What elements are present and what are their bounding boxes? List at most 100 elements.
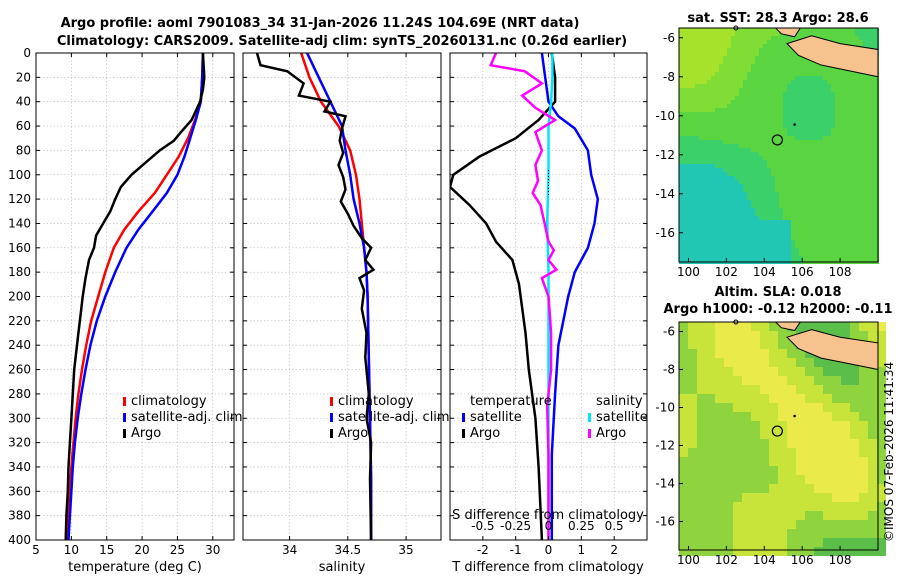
- map-cell: [687, 224, 691, 228]
- map-cell: [735, 108, 739, 112]
- map-cell: [799, 68, 803, 72]
- map-cell: [843, 80, 847, 84]
- map-cell: [687, 52, 691, 56]
- map-cell: [791, 60, 795, 64]
- map-cell: [843, 128, 847, 132]
- map-cell: [850, 502, 859, 511]
- map-cell: [783, 148, 787, 152]
- map-cell: [847, 164, 851, 168]
- map-cell: [843, 164, 847, 168]
- map-cell: [687, 28, 691, 32]
- map-cell: [791, 168, 795, 172]
- map-cell: [875, 188, 879, 192]
- map-cell: [751, 349, 760, 358]
- map-cell: [742, 502, 751, 511]
- map-cell: [799, 64, 803, 68]
- map-cell: [703, 148, 707, 152]
- map-cell: [771, 28, 775, 32]
- map-cell: [843, 244, 847, 248]
- map-cell: [791, 240, 795, 244]
- map-cell: [683, 224, 687, 228]
- map-cell: [688, 466, 697, 475]
- map-cell: [859, 385, 868, 394]
- map-cell: [855, 180, 859, 184]
- map-cell: [723, 132, 727, 136]
- map-cell: [787, 152, 791, 156]
- map-cell: [778, 547, 787, 556]
- map-cell: [739, 240, 743, 244]
- map-cell: [795, 216, 799, 220]
- map-cell: [839, 84, 843, 88]
- map-cell: [803, 164, 807, 168]
- map-cell: [727, 200, 731, 204]
- map-cell: [767, 36, 771, 40]
- map-cell: [703, 172, 707, 176]
- map-cell: [847, 236, 851, 240]
- map-cell: [859, 124, 863, 128]
- christmas-island: [793, 414, 796, 418]
- map-cell: [783, 252, 787, 256]
- map-cell: [855, 136, 859, 140]
- series-temperature-argo: [450, 53, 557, 540]
- map-cell: [831, 180, 835, 184]
- map-cell: [815, 112, 819, 116]
- legend-title-temperature: temperature: [470, 394, 552, 409]
- map-cell: [731, 56, 735, 60]
- map-cell: [731, 160, 735, 164]
- map-cell: [839, 104, 843, 108]
- map-cell: [688, 520, 697, 529]
- map-cell: [859, 502, 868, 511]
- map-cell: [687, 120, 691, 124]
- map-cell: [799, 104, 803, 108]
- map-cell: [683, 204, 687, 208]
- map-cell: [743, 44, 747, 48]
- map-cell: [715, 128, 719, 132]
- map-cell: [839, 188, 843, 192]
- map-cell: [775, 152, 779, 156]
- map-cell: [719, 120, 723, 124]
- map-cell: [715, 439, 724, 448]
- map-cell: [747, 184, 751, 188]
- map-cell: [739, 128, 743, 132]
- map-cell: [803, 140, 807, 144]
- map-cell: [799, 136, 803, 140]
- map-cell: [831, 144, 835, 148]
- map-cell: [683, 244, 687, 248]
- map-cell: [703, 212, 707, 216]
- map-cell: [769, 367, 778, 376]
- map-cell: [835, 252, 839, 256]
- map-cell: [715, 466, 724, 475]
- map-cell: [742, 349, 751, 358]
- map-cell: [867, 124, 871, 128]
- map-cell: [815, 100, 819, 104]
- map-cell: [871, 172, 875, 176]
- map-cell: [735, 64, 739, 68]
- map-cell: [759, 120, 763, 124]
- map-cell: [679, 547, 688, 556]
- map-cell: [763, 60, 767, 64]
- map-cell: [727, 28, 731, 32]
- map-cell: [779, 220, 783, 224]
- map-cell: [699, 196, 703, 200]
- map-cell: [791, 172, 795, 176]
- map-cell: [679, 68, 683, 72]
- map-cell: [803, 160, 807, 164]
- map-cell: [827, 248, 831, 252]
- legend-swatch-satellite: [330, 413, 333, 422]
- map-cell: [731, 52, 735, 56]
- map-cell: [760, 439, 769, 448]
- map-cell: [775, 148, 779, 152]
- map-cell: [779, 92, 783, 96]
- map-cell: [799, 248, 803, 252]
- map-cell: [835, 164, 839, 168]
- map-cell: [775, 40, 779, 44]
- map-cell: [783, 96, 787, 100]
- map-cell: [699, 252, 703, 256]
- map-cell: [747, 216, 751, 220]
- map-cell: [851, 192, 855, 196]
- map-cell: [715, 385, 724, 394]
- map-cell: [875, 32, 879, 36]
- map-cell: [815, 192, 819, 196]
- map-cell: [699, 244, 703, 248]
- map-cell: [719, 48, 723, 52]
